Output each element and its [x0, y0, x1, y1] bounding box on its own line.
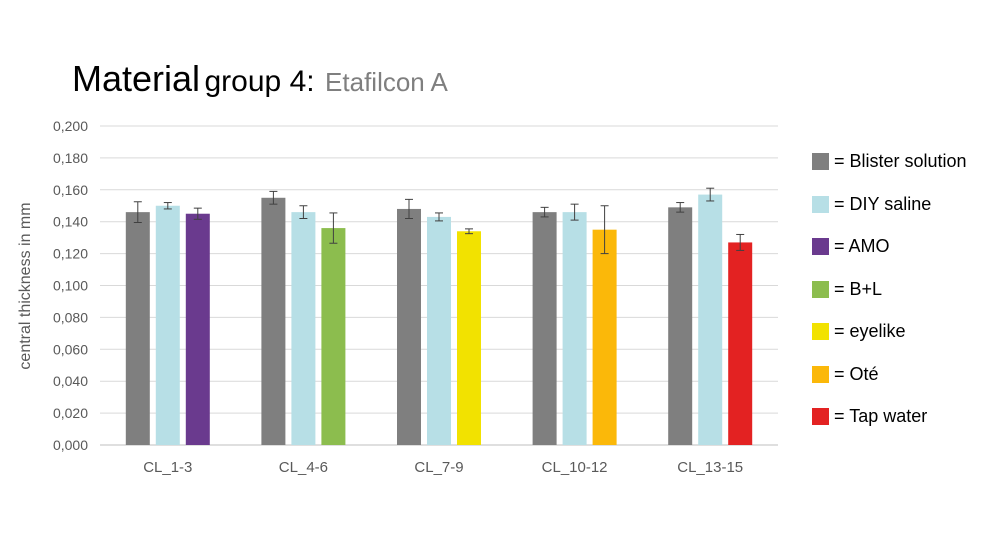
error-bars	[133, 187, 745, 255]
bar	[698, 194, 723, 445]
y-tick-labels: 0,000 0,020 0,040 0,060 0,080 0,100 0,120 0,140…	[53, 118, 88, 453]
bar	[728, 242, 753, 445]
legend-label: = Blister solution	[834, 151, 967, 171]
x-tick-label: CL_1-3	[143, 459, 192, 476]
bars	[125, 194, 753, 445]
bar	[668, 207, 693, 445]
x-tick-label: CL_4-6	[279, 459, 328, 476]
bar	[321, 228, 346, 445]
y-tick-label: 0,080	[53, 309, 88, 325]
bar	[532, 212, 557, 445]
y-tick-label: 0,060	[53, 341, 88, 357]
legend-swatch	[812, 280, 829, 298]
y-tick-label: 0,120	[53, 246, 88, 262]
y-tick-label: 0,160	[53, 182, 88, 198]
x-tick-labels: CL_1-3 CL_4-6 CL_7-9 CL_10-12 CL_13-15	[143, 459, 743, 476]
legend-swatch	[812, 195, 829, 213]
legend-label: = eyelike	[834, 321, 906, 341]
title-part1: Material	[72, 58, 201, 99]
y-tick-label: 0,040	[53, 373, 88, 389]
bar	[562, 212, 587, 445]
legend-swatch	[812, 323, 829, 340]
bar	[125, 212, 150, 445]
bar	[291, 212, 316, 445]
y-tick-label: 0,020	[53, 405, 88, 421]
y-tick-label: 0,000	[53, 437, 88, 453]
bar	[397, 208, 421, 445]
y-tick-label: 0,180	[53, 150, 88, 166]
title-part2: group 4:	[204, 65, 315, 98]
x-tick-label: CL_7-9	[414, 459, 463, 476]
bar	[155, 205, 180, 445]
legend-label: = B+L	[834, 278, 883, 299]
chart-title: Material group 4: Etafilcon A	[72, 58, 448, 100]
legend-swatch	[812, 238, 829, 255]
legend-swatch	[812, 153, 829, 170]
y-axis-label: central thickness in mm	[17, 202, 34, 369]
x-tick-label: CL_10-12	[542, 459, 608, 476]
legend-label: = AMO	[834, 236, 890, 256]
legend-swatch	[812, 365, 829, 383]
chart-subtitle: Etafilcon A	[325, 67, 448, 97]
bar	[592, 229, 617, 445]
y-tick-label: 0,200	[53, 118, 88, 134]
bar	[185, 213, 210, 445]
bar	[427, 216, 451, 445]
y-tick-label: 0,140	[53, 214, 88, 230]
legend-label: = Oté	[834, 363, 879, 384]
bar	[457, 231, 481, 445]
x-tick-label: CL_13-15	[677, 459, 743, 476]
legend-swatch	[812, 408, 829, 425]
bar	[261, 197, 286, 445]
legend-label: = DIY saline	[834, 193, 932, 214]
legend-label: = Tap water	[834, 406, 928, 426]
y-tick-label: 0,100	[53, 278, 88, 294]
